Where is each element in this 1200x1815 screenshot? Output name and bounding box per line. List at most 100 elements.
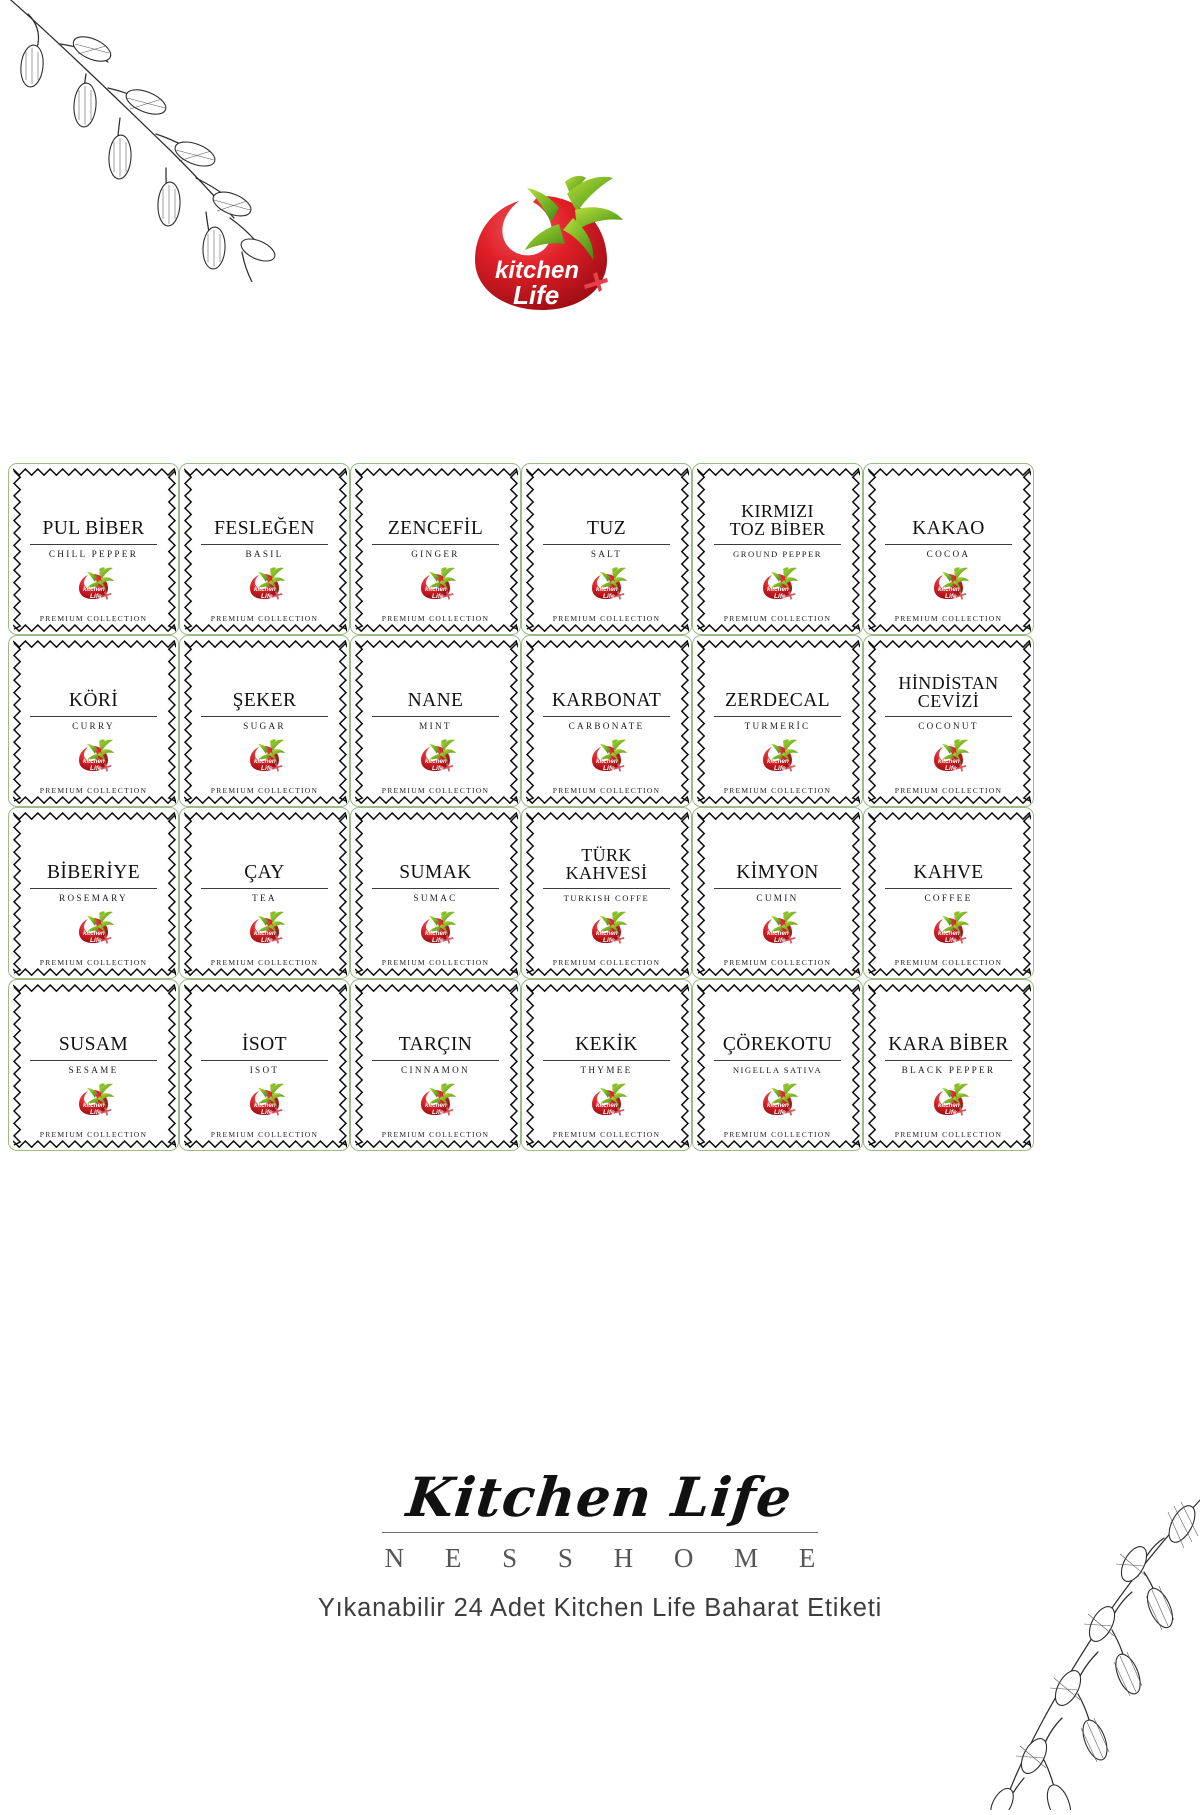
label-divider (885, 544, 1012, 545)
label-divider (885, 716, 1012, 717)
premium-collection-text: PREMIUM COLLECTION (552, 786, 661, 795)
svg-text:Life: Life (432, 1109, 444, 1116)
spice-name-tr: KÖRİ (68, 689, 119, 711)
spice-label-card[interactable]: SUMAK SUMAC kitchen Life PREMIUM COLLECTION (350, 807, 521, 979)
spice-label-card[interactable]: BİBERİYE ROSEMARY kitchen Life PREMIUM COLLE… (8, 807, 179, 979)
kitchen-life-tomato-logo-small: kitchen Life (244, 1083, 286, 1117)
spice-name-tr: ŞEKER (232, 689, 297, 711)
spice-label-card[interactable]: KAHVE COFFEE kitchen Life PREMIUM COLLECTION (863, 807, 1034, 979)
spice-label-card[interactable]: HİNDİSTAN CEVİZİ COCONUT kitchen Life PREMIU… (863, 635, 1034, 807)
svg-text:kitchen: kitchen (596, 758, 618, 765)
spice-name-tr: KEKİK (575, 1033, 638, 1055)
kitchen-life-tomato-logo-small: kitchen Life (928, 739, 970, 773)
spice-name-tr: TARÇIN (398, 1033, 473, 1055)
spice-name-en: CUMIN (756, 893, 799, 903)
spice-name-tr: ÇÖREKOTU (722, 1033, 833, 1055)
kitchen-life-tomato-logo-small: kitchen Life (415, 1083, 457, 1117)
spice-name-en: GINGER (411, 549, 460, 559)
spice-label-card[interactable]: KİMYON CUMIN kitchen Life PREMIUM COLLECTION (692, 807, 863, 979)
spice-label-card[interactable]: KÖRİ CURRY kitchen Life PREMIUM COLLECTION (8, 635, 179, 807)
kitchen-life-tomato-logo: kitchen Life (447, 168, 637, 313)
spice-label-card[interactable]: ÇAY TEA kitchen Life PREMIUM COLLECTION (179, 807, 350, 979)
premium-collection-text: PREMIUM COLLECTION (210, 786, 319, 795)
spice-name-tr: TÜRK KAHVESİ (565, 844, 648, 884)
spice-name-en: ISOT (249, 1065, 280, 1075)
label-divider (714, 716, 841, 717)
spice-label-card[interactable]: ÇÖREKOTU NIGELLA SATIVA kitchen Life PREMIUM… (692, 979, 863, 1151)
spice-name-en: TEA (252, 893, 277, 903)
label-divider (201, 1060, 328, 1061)
label-divider (30, 1060, 157, 1061)
svg-text:kitchen: kitchen (425, 758, 447, 765)
spice-name-en: BASIL (245, 549, 284, 559)
premium-collection-text: PREMIUM COLLECTION (723, 614, 832, 623)
spice-label-card[interactable]: KEKİK THYMEE kitchen Life PREMIUM COLLECTION (521, 979, 692, 1151)
svg-text:kitchen: kitchen (767, 1102, 789, 1109)
svg-text:Life: Life (261, 765, 273, 772)
spice-label-card[interactable]: FESLEĞEN BASIL kitchen Life PREMIUM COLLECTI… (179, 463, 350, 635)
label-divider (714, 1060, 841, 1061)
svg-text:Life: Life (90, 593, 102, 600)
spice-label-card[interactable]: TUZ SALT kitchen Life PREMIUM COLLECTION (521, 463, 692, 635)
svg-text:kitchen: kitchen (425, 586, 447, 593)
spice-label-card[interactable]: KIRMIZI TOZ BİBER GROUND PEPPER kitchen Lif… (692, 463, 863, 635)
label-divider (372, 716, 499, 717)
premium-collection-text: PREMIUM COLLECTION (210, 614, 319, 623)
label-divider (885, 888, 1012, 889)
spice-name-tr: KIRMIZI TOZ BİBER (729, 500, 826, 540)
kitchen-life-tomato-logo-small: kitchen Life (73, 739, 115, 773)
spice-label-card[interactable]: KARA BİBER BLACK PEPPER kitchen Life PREMIUM… (863, 979, 1034, 1151)
label-divider (543, 888, 670, 889)
svg-text:Life: Life (603, 765, 615, 772)
spice-label-card[interactable]: NANE MINT kitchen Life PREMIUM COLLECTION (350, 635, 521, 807)
spice-label-card[interactable]: TÜRK KAHVESİ TURKISH COFFE kitchen Life PREM… (521, 807, 692, 979)
kitchen-life-tomato-logo-small: kitchen Life (73, 567, 115, 601)
svg-text:Life: Life (774, 1109, 786, 1116)
premium-collection-text: PREMIUM COLLECTION (210, 958, 319, 967)
svg-text:Life: Life (774, 937, 786, 944)
spice-name-en: THYMEE (580, 1065, 633, 1075)
kitchen-life-tomato-logo-small: kitchen Life (244, 911, 286, 945)
kitchen-life-tomato-logo-small: kitchen Life (73, 911, 115, 945)
svg-text:kitchen: kitchen (596, 1102, 618, 1109)
spice-label-card[interactable]: KAKAO COCOA kitchen Life PREMIUM COLLECTION (863, 463, 1034, 635)
spice-name-en: SESAME (68, 1065, 119, 1075)
svg-text:Life: Life (603, 937, 615, 944)
spice-label-card[interactable]: ŞEKER SUGAR kitchen Life PREMIUM COLLECTION (179, 635, 350, 807)
spice-label-card[interactable]: PUL BİBER CHILL PEPPER kitchen Life PREMIUM … (8, 463, 179, 635)
kitchen-life-tomato-logo-small: kitchen Life (244, 739, 286, 773)
spice-name-en: COFFEE (924, 893, 973, 903)
spice-name-en: GROUND PEPPER (733, 549, 822, 559)
spice-name-tr: TUZ (586, 517, 627, 539)
spice-name-en: COCOA (926, 549, 971, 559)
kitchen-life-tomato-logo-small: kitchen Life (415, 911, 457, 945)
page-footer: Kitchen Life N E S S H O M E Yıkanabilir… (0, 1465, 1200, 1623)
spice-name-tr: NANE (407, 689, 464, 711)
svg-text:Life: Life (90, 937, 102, 944)
svg-text:kitchen: kitchen (254, 930, 276, 937)
svg-text:Life: Life (90, 1109, 102, 1116)
svg-text:Life: Life (774, 765, 786, 772)
spice-label-card[interactable]: KARBONAT CARBONATE kitchen Life PREMIUM COLL… (521, 635, 692, 807)
spice-name-tr: PUL BİBER (42, 517, 145, 539)
premium-collection-text: PREMIUM COLLECTION (210, 1130, 319, 1139)
svg-text:Life: Life (945, 593, 957, 600)
footer-script-title: Kitchen Life (404, 1465, 796, 1529)
premium-collection-text: PREMIUM COLLECTION (381, 786, 490, 795)
premium-collection-text: PREMIUM COLLECTION (39, 958, 148, 967)
spice-label-card[interactable]: TARÇIN CINNAMON kitchen Life PREMIUM COLLECT… (350, 979, 521, 1151)
spice-name-tr: SUMAK (399, 861, 472, 883)
spice-name-en: SUGAR (243, 721, 286, 731)
spice-label-card[interactable]: SUSAM SESAME kitchen Life PREMIUM COLLECTION (8, 979, 179, 1151)
svg-text:Life: Life (261, 1109, 273, 1116)
spice-label-card[interactable]: ZENCEFİL GINGER kitchen Life PREMIUM COLLECT… (350, 463, 521, 635)
svg-text:Life: Life (261, 593, 273, 600)
spice-name-tr: SUSAM (58, 1033, 129, 1055)
spice-label-card[interactable]: ZERDECAL TURMERİC kitchen Life PREMIUM COLLE… (692, 635, 863, 807)
label-divider (543, 716, 670, 717)
svg-text:kitchen: kitchen (938, 586, 960, 593)
premium-collection-text: PREMIUM COLLECTION (894, 1130, 1003, 1139)
svg-text:kitchen: kitchen (425, 930, 447, 937)
spice-name-tr: KAKAO (912, 517, 985, 539)
spice-label-card[interactable]: İSOT ISOT kitchen Life PREMIUM COLLECTION (179, 979, 350, 1151)
